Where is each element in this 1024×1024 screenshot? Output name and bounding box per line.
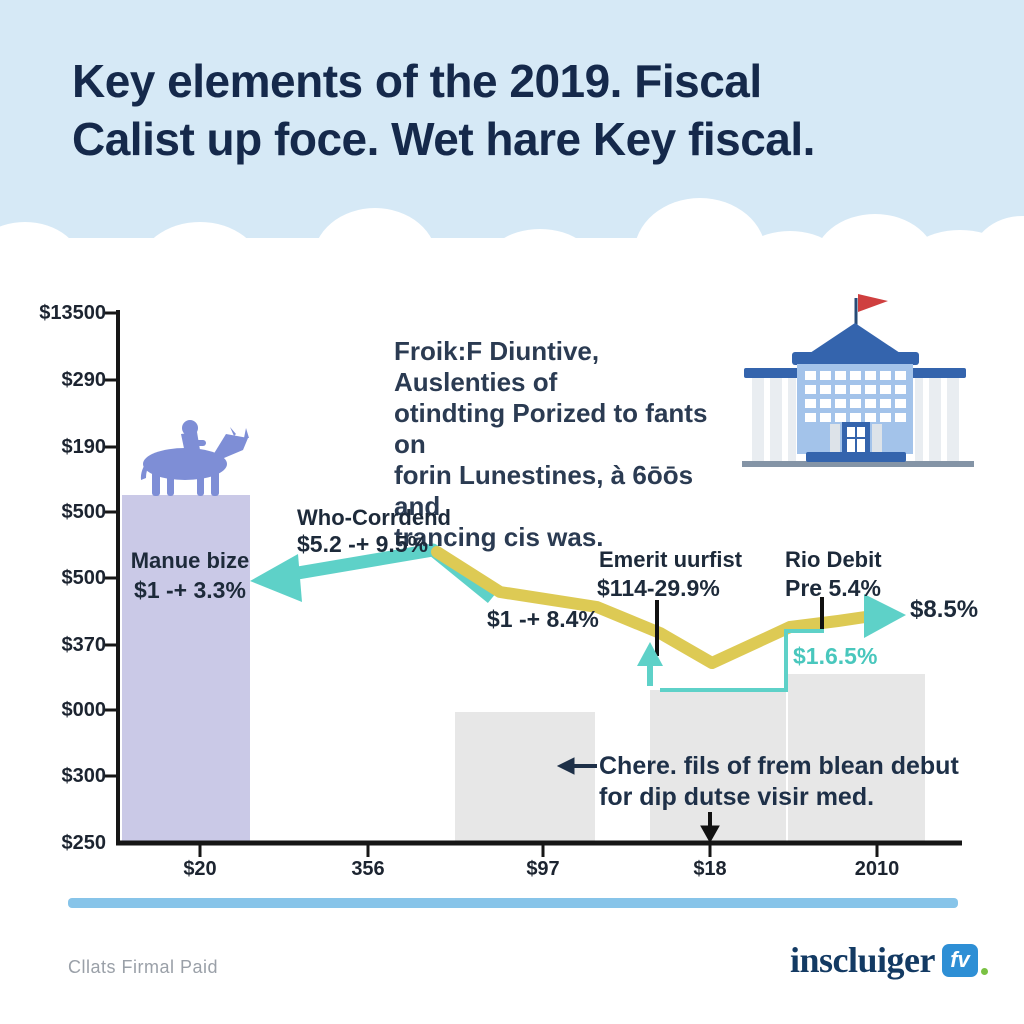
note-left-arrow-icon [556, 757, 597, 775]
government-building-icon [742, 294, 974, 467]
y-tick-marks [104, 311, 118, 778]
y-axis-label: $250 [61, 832, 107, 854]
y-axis-label: $190 [61, 436, 107, 458]
emerit-callout-line-2: $114-29.9% [597, 575, 720, 601]
x-tick-marks [198, 843, 879, 857]
bar-gray-2 [650, 690, 786, 843]
y-axis-label: $500 [61, 501, 107, 523]
logo-badge: fv [942, 943, 978, 977]
who-callout-line-2: $5.2 -+ 9.5% [297, 531, 429, 557]
bar-gray-3 [788, 674, 925, 843]
bars [122, 495, 925, 843]
x-axis-label: $97 [526, 858, 560, 880]
footer-caption: Cllats Firmal Paid [68, 957, 219, 977]
logo-wordmark: inscluiger [790, 940, 936, 980]
horse-rider-icon [140, 420, 249, 496]
building-columns [752, 378, 959, 461]
bar-gray-1 [455, 712, 595, 843]
left-arrow-icon [250, 554, 302, 602]
y-axis-label: $370 [61, 634, 107, 656]
x-axis-label: 356 [351, 858, 385, 880]
rio-callout-line-2: Pre 5.4% [785, 575, 881, 601]
bar-callout-line-2: $1 -+ 3.3% [134, 577, 246, 603]
teal-value-callout: $1.6.5% [793, 643, 878, 669]
y-axis-label: $300 [61, 765, 107, 787]
intro-line-2: otindting Porized to fants on [394, 398, 708, 459]
divider-bar [68, 898, 958, 908]
x-axis-label: $20 [183, 858, 217, 880]
who-callout-line-1: Who-Corrdend [297, 505, 451, 530]
intro-line-4: trancing cis was. [394, 522, 604, 552]
logo-green-dot [981, 967, 988, 975]
intro-line-1: Froik:F Diuntive, Auslenties of [394, 336, 600, 397]
yellow-trend-line [431, 546, 878, 669]
bar-lavender [122, 495, 250, 843]
footnote-line-1: Chere. fils of frem blean debut [599, 752, 959, 780]
cloud-icons [0, 198, 1024, 370]
y-axis-label: $500 [61, 567, 107, 589]
teal-bracket [660, 629, 824, 692]
page-title: Key elements of the 2019. Fiscal Calist … [72, 52, 972, 168]
y-axis-label: $13500 [39, 302, 106, 324]
building-windows [805, 371, 906, 422]
red-flag-icon [858, 294, 888, 312]
intro-paragraph: Froik:F Diuntive, Auslenties of otindtin… [394, 336, 734, 553]
footnote-annotation: Chere. fils of frem blean debut for dip … [599, 751, 959, 813]
rio-callout-line-1: Rio Debit [785, 547, 882, 572]
down-arrow-icon [700, 812, 720, 844]
y-axis-label: $000 [61, 699, 107, 721]
y-axis-label: $290 [61, 369, 107, 391]
x-axis-label: $18 [693, 858, 727, 880]
cloud-header [0, 0, 1024, 370]
axes [104, 310, 962, 857]
footnote-line-2: for dip dutse visir med. [599, 783, 875, 811]
up-arrow-icon [637, 642, 663, 686]
brand-logo: inscluiger fv [790, 938, 988, 982]
mid-value-callout: $1 -+ 8.4% [487, 606, 599, 632]
title-line-2: Calist up foce. Wet hare Key fiscal. [72, 113, 815, 165]
x-axis-label: 2010 [854, 858, 900, 880]
intro-line-3: forin Lunestines, à 6ōōs and [394, 460, 694, 521]
emerit-callout-line-1: Emerit uurfist [599, 547, 743, 572]
right-arrow-icon [864, 594, 906, 638]
bar-callout-line-1: Manue bize [130, 548, 250, 573]
title-line-1: Key elements of the 2019. Fiscal [72, 55, 762, 107]
end-value-callout: $8.5% [910, 596, 979, 623]
